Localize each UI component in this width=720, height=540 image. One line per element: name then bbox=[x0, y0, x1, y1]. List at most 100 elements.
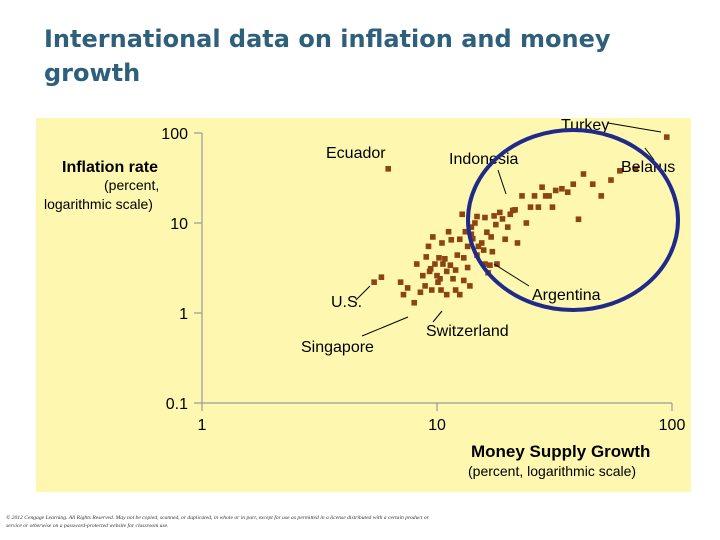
data-point bbox=[475, 243, 482, 250]
data-point bbox=[417, 289, 424, 296]
data-point bbox=[527, 204, 534, 210]
data-point bbox=[430, 234, 436, 240]
data-point bbox=[385, 166, 392, 172]
data-point bbox=[462, 228, 469, 235]
data-point bbox=[447, 262, 454, 268]
data-point bbox=[589, 181, 596, 187]
data-point bbox=[443, 291, 450, 298]
data-point bbox=[452, 267, 459, 273]
data-point bbox=[371, 279, 377, 285]
leader-line-turkey bbox=[607, 122, 662, 133]
data-point bbox=[559, 185, 565, 192]
data-point bbox=[564, 189, 571, 195]
y-axis-sublabel-2: logarithmic scale) bbox=[44, 196, 153, 212]
highlight-circle bbox=[466, 128, 680, 312]
data-point bbox=[423, 254, 430, 260]
slide-title: International data on inflation and mone… bbox=[44, 25, 611, 87]
data-point bbox=[504, 224, 511, 230]
data-point bbox=[434, 272, 440, 279]
x-axis-sublabel: (percent, logarithmic scale) bbox=[468, 463, 636, 479]
data-point bbox=[432, 261, 438, 267]
data-point bbox=[440, 261, 446, 267]
data-point bbox=[570, 181, 577, 187]
data-point bbox=[435, 279, 441, 285]
data-point bbox=[437, 275, 443, 282]
copyright-footer: © 2012 Cengage Learning. All Rights Rese… bbox=[6, 515, 429, 529]
leader-line-singapore bbox=[361, 316, 409, 337]
chart-background bbox=[36, 118, 691, 492]
data-point bbox=[400, 291, 407, 298]
data-point bbox=[436, 255, 442, 261]
data-point bbox=[535, 204, 542, 210]
data-point bbox=[549, 204, 556, 210]
data-point bbox=[472, 220, 478, 226]
data-point bbox=[496, 209, 503, 216]
annotation-indonesia: Indonesia bbox=[449, 151, 518, 168]
data-point bbox=[413, 261, 420, 267]
chart-area: 0.1 1 10 100 1 10 100 Turkey Belarus Ecuador Indo… bbox=[36, 117, 691, 492]
data-point bbox=[438, 287, 444, 293]
data-point bbox=[474, 213, 480, 220]
annotation-switzerland: Switzerland bbox=[426, 323, 509, 340]
leader-line-switzerland bbox=[432, 310, 443, 323]
data-point bbox=[493, 221, 499, 228]
axes-group: 0.1 1 10 100 1 10 100 bbox=[161, 126, 685, 434]
x-tick-label: 100 bbox=[659, 417, 686, 434]
data-points bbox=[371, 134, 670, 306]
data-point bbox=[378, 274, 385, 280]
data-point bbox=[411, 299, 418, 306]
data-point bbox=[443, 268, 450, 275]
data-point bbox=[480, 247, 487, 253]
data-point bbox=[452, 287, 459, 293]
leader-line-indonesia bbox=[497, 169, 507, 195]
data-point bbox=[427, 265, 434, 272]
data-point bbox=[539, 184, 545, 190]
data-point bbox=[491, 213, 497, 219]
data-point bbox=[425, 243, 432, 250]
data-point bbox=[419, 272, 426, 279]
data-point bbox=[456, 291, 463, 298]
data-point bbox=[512, 207, 518, 213]
data-point bbox=[469, 235, 476, 242]
data-point bbox=[445, 228, 452, 235]
annotation-argentina: Argentina bbox=[532, 287, 601, 304]
annotation-u-s: U.S. bbox=[331, 294, 362, 311]
y-tick-label: 0.1 bbox=[166, 396, 188, 413]
data-point bbox=[632, 166, 639, 172]
data-point bbox=[531, 193, 538, 199]
data-point bbox=[575, 216, 582, 223]
data-point bbox=[542, 193, 549, 199]
annotation-belarus: Belarus bbox=[621, 159, 675, 176]
data-point bbox=[608, 177, 614, 183]
data-point bbox=[523, 220, 530, 226]
leader-line-u-s bbox=[355, 285, 371, 301]
y-tick-label: 10 bbox=[170, 216, 188, 233]
data-point bbox=[460, 277, 467, 284]
data-point bbox=[488, 234, 494, 240]
data-point bbox=[507, 211, 514, 218]
data-point bbox=[428, 287, 435, 293]
data-point bbox=[484, 229, 490, 236]
data-point bbox=[404, 285, 411, 291]
data-point bbox=[467, 283, 473, 289]
data-point bbox=[519, 193, 525, 199]
data-point bbox=[397, 279, 404, 285]
data-point bbox=[546, 193, 552, 199]
data-point bbox=[448, 237, 455, 243]
data-point bbox=[454, 252, 461, 258]
data-point bbox=[598, 193, 605, 199]
data-point bbox=[439, 240, 445, 246]
annotation-singapore: Singapore bbox=[301, 339, 374, 356]
data-point bbox=[482, 261, 488, 267]
data-point bbox=[460, 255, 467, 261]
x-tick-label: 10 bbox=[428, 417, 446, 434]
data-point bbox=[478, 240, 485, 246]
data-point bbox=[580, 171, 587, 177]
y-axis-sublabel-1: (percent, bbox=[104, 177, 159, 193]
data-point bbox=[514, 240, 521, 246]
data-point bbox=[617, 168, 623, 174]
data-point bbox=[464, 243, 471, 250]
data-point bbox=[459, 211, 465, 218]
